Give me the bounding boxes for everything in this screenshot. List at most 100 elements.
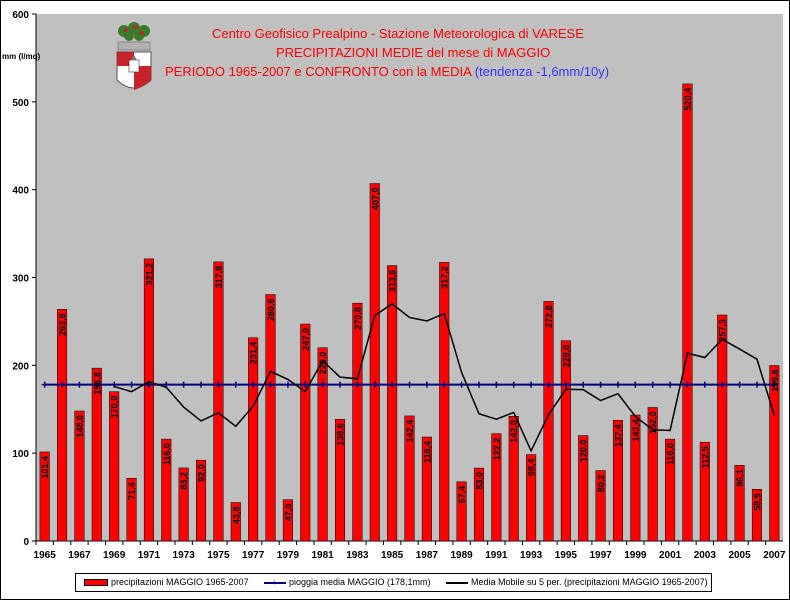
x-tick-label: 1989 [450,550,473,561]
value-label-1971: 321,2 [144,263,154,286]
legend-item-bars: precipitazioni MAGGIO 1965-2007 [84,577,249,587]
bar-1978 [265,294,276,542]
mean-point-1966 [59,381,66,388]
mean-point-2003 [701,381,708,388]
bar-1970 [126,478,137,542]
mean-point-1992 [510,381,517,388]
bar-1989 [456,481,467,542]
mean-point-1998 [614,381,621,388]
value-label-1979: 47,0 [283,504,293,522]
x-tick-label: 1979 [277,550,300,561]
legend-swatch-moving-average [446,581,468,584]
value-label-1977: 231,4 [249,342,259,365]
bar-1971 [143,258,154,542]
bar-1966 [57,309,68,542]
bar-1996 [578,435,589,542]
value-label-1965: 101,4 [40,456,50,479]
value-label-1995: 228,0 [561,345,571,368]
legend-label-mean: pioggia media MAGGIO (178,1mm) [289,577,431,587]
y-tick-label: 400 [12,186,29,197]
mean-point-1978 [267,381,274,388]
mean-point-1999 [632,381,639,388]
mean-point-1989 [458,381,465,388]
x-tick-label: 1997 [589,550,612,561]
bar-1972 [161,438,172,542]
value-label-1990: 83,0 [474,472,484,490]
mean-point-2005 [736,381,743,388]
x-tick-label: 2005 [728,550,751,561]
bar-1968 [91,367,102,542]
mean-point-1971 [145,381,152,388]
mean-point-1996 [580,381,587,388]
x-tick-label: 1983 [346,550,369,561]
mean-point-1997 [597,381,604,388]
x-tick-label: 1995 [555,550,578,561]
legend-swatch-bars [84,579,108,587]
value-label-1992: 142,0 [509,420,519,443]
mean-point-1990 [475,381,482,388]
bar-2005 [734,465,745,542]
bar-1997 [595,470,606,542]
bar-1969 [109,391,120,542]
y-tick-label: 0 [23,537,29,548]
bar-1976 [230,502,241,542]
mean-point-1973 [180,381,187,388]
x-tick-label: 1969 [103,550,126,561]
x-tick-label: 1981 [312,550,335,561]
y-tick-label: 300 [12,274,29,285]
mean-point-1982 [337,381,344,388]
x-tick-label: 1987 [416,550,439,561]
y-axis-unit-label: mm (l/mq) [2,52,41,61]
mean-point-2002 [684,381,691,388]
x-tick-label: 2003 [694,550,717,561]
mean-point-1988 [441,381,448,388]
bar-1967 [74,410,85,542]
value-label-1996: 120,0 [579,440,589,463]
bar-1981 [317,347,328,542]
legend-item-mean: + pioggia media MAGGIO (178,1mm) [264,577,431,587]
value-label-2004: 257,3 [718,319,728,342]
mean-point-1983 [354,381,361,388]
mean-point-1975 [215,381,222,388]
legend-label-moving-average: Media Mobile su 5 per. (precipitazioni M… [471,577,708,587]
value-label-1976: 43,8 [231,507,241,525]
x-tick-label: 1993 [520,550,543,561]
mean-point-1991 [493,381,500,388]
bar-2003 [699,441,710,542]
x-tick-label: 2001 [659,550,682,561]
value-label-2001: 116,0 [666,443,676,465]
bar-1973 [178,467,189,542]
mean-point-1977 [250,381,257,388]
bar-1974 [196,459,207,542]
bar-1990 [473,467,485,542]
x-tick-label: 1971 [138,550,161,561]
chart-legend: precipitazioni MAGGIO 1965-2007 + pioggia… [75,573,712,592]
bar-2007 [769,365,780,542]
mean-point-1987 [423,381,430,388]
mean-point-2000 [649,381,656,388]
value-label-2005: 86,1 [735,469,745,487]
y-tick-label: 500 [12,98,29,109]
value-label-1966: 263,8 [58,313,68,336]
bar-1991 [491,433,502,542]
value-label-1997: 80,2 [596,475,606,493]
value-label-1983: 270,8 [353,307,363,330]
bar-1979 [282,499,293,542]
x-tick-label: 1967 [68,550,91,561]
value-label-1986: 142,4 [405,420,415,443]
value-label-2003: 112,5 [700,446,710,468]
mean-point-1995 [562,381,569,388]
mean-point-1981 [319,381,326,388]
value-label-1969: 170,0 [110,396,120,419]
bar-2004 [717,314,728,542]
chart-title-line-2: PRECIPITAZIONI MEDIE del mese di MAGGIO [276,45,551,60]
bar-1994 [543,301,554,542]
bar-1987 [421,436,432,542]
x-tick-label: 1991 [485,550,508,561]
chart-title-trend: (tendenza -1,6mm/10y) [474,64,610,79]
mean-point-1967 [76,381,83,388]
mean-point-1970 [128,381,135,388]
x-tick-label: 2007 [763,550,786,561]
